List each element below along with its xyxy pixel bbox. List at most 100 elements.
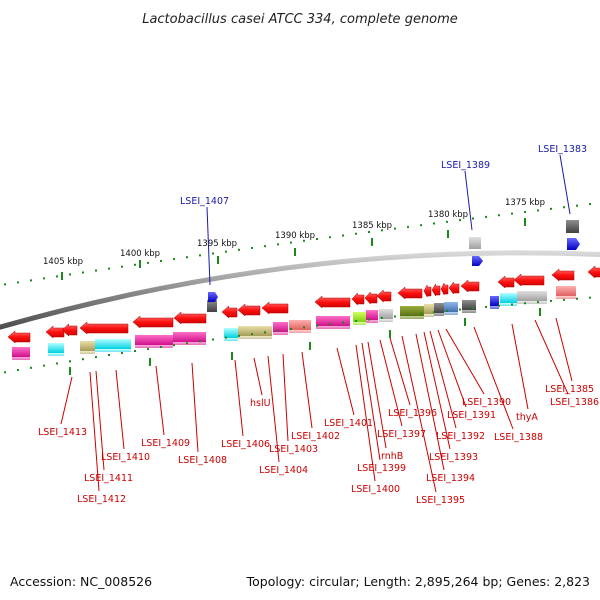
label-leader-line [423,331,451,450]
scale-dot [355,232,357,235]
label-leader-line [191,362,199,453]
gene-feature-box [80,341,95,351]
gene-label: LSEI_1401 [324,418,373,429]
scale-dot [563,298,565,301]
gene-arrow [397,286,423,300]
gene-feature-shadow [379,319,393,322]
scale-dot [82,271,84,274]
scale-dot [199,340,201,343]
gene-label: LSEI_1402 [291,431,340,442]
gene-feature-shadow [135,345,173,348]
kbp-tick-label: 1390 kbp [275,231,315,241]
gene-arrow [440,282,449,296]
label-leader-line [437,329,467,408]
scale-dot [498,214,500,217]
gene-feature-shadow [444,312,458,315]
label-leader-line [355,344,376,482]
gene-feature-shadow [238,336,272,339]
scale-dot [212,252,214,255]
gene-label: LSEI_1394 [426,473,475,484]
gene-feature-shadow [80,351,95,354]
genome-summary-text: Topology: circular; Length: 2,895,264 bp… [246,574,590,589]
scale-dot [329,323,331,326]
gene-arrow [7,330,31,344]
gene-feature-shadow [48,353,64,356]
tick-mark [524,218,526,226]
scale-dot [264,331,266,334]
gene-feature-box [173,332,206,342]
tick-mark [69,367,71,375]
kbp-tick-layer: 1405 kbp 1400 kbp 1395 kbp 1390 kbp 1385 kbp… [43,198,545,375]
gene-label: hslU [250,398,271,409]
scale-dot [342,234,344,237]
gene-feature-box [462,300,476,310]
label-leader-line [389,337,411,406]
scale-dot [368,231,370,234]
scale-dot [355,319,357,322]
tick-mark [447,230,449,238]
label-leader-line [555,317,573,382]
gene-feature-box [434,303,444,313]
gene-arrow [423,284,432,298]
scale-dot [446,309,448,312]
scale-dot [472,307,474,310]
scale-dot [160,259,162,262]
scale-dot [121,351,123,354]
gene-feature-shadow [556,296,576,299]
gene-feature-box [273,322,288,332]
gene-feature-box [490,296,499,306]
scale-dot [30,366,32,369]
scale-dot [381,229,383,232]
scale-dot [186,342,188,345]
scale-dot [446,220,448,223]
label-leader-line [559,154,571,215]
label-leader-line [379,339,403,427]
scale-dot [589,203,591,206]
gene-label: LSEI_1411 [84,473,133,484]
bottom-dotted-scale [4,296,591,374]
gene-feature-box [135,335,173,345]
gene-feature-box [400,306,424,316]
gene-arrow [448,281,460,295]
label-leader-line [401,335,437,493]
gene-feature-shadow [490,306,499,309]
gene-feature-box [316,316,350,326]
gene-track [7,220,600,360]
gene-label: LSEI_1396 [388,408,437,419]
label-leader-line [282,353,289,442]
gene-feature-box [424,304,434,314]
scale-dot [290,327,292,330]
scale-dot [329,236,331,239]
gene-feature-shadow [316,326,350,329]
gene-arrow [472,256,483,266]
gene-label: rnhB [381,451,403,462]
gene-label: LSEI_1406 [221,439,270,450]
scale-dot [316,238,318,241]
gene-arrow [79,321,129,335]
label-leader-line [206,206,211,286]
tick-mark [389,330,391,338]
scale-dot [381,316,383,319]
gene-feature-shadow [173,342,206,345]
gene-feature-shadow [400,316,424,319]
scale-dot [108,267,110,270]
gene-feature-box [95,339,131,349]
gene-label: LSEI_1407 [180,196,229,207]
scale-dot [82,358,84,361]
scale-dot [173,258,175,261]
gene-feature-box [469,237,481,249]
gene-arrow [237,303,261,317]
gene-label: LSEI_1410 [101,452,150,463]
tick-mark [139,260,141,268]
scale-dot [524,211,526,214]
kbp-tick-label: 1385 kbp [352,221,392,231]
gene-label: LSEI_1397 [377,429,426,440]
gene-feature-box [500,293,517,303]
genome-title: Lactobacillus casei ATCC 334, complete g… [142,12,458,27]
gene-arrow [351,292,365,306]
gene-arrow [587,265,600,279]
gene-feature-shadow [462,310,476,313]
gene-feature-box [379,309,393,319]
scale-dot [199,254,201,257]
gene-label: LSEI_1383 [538,144,587,155]
